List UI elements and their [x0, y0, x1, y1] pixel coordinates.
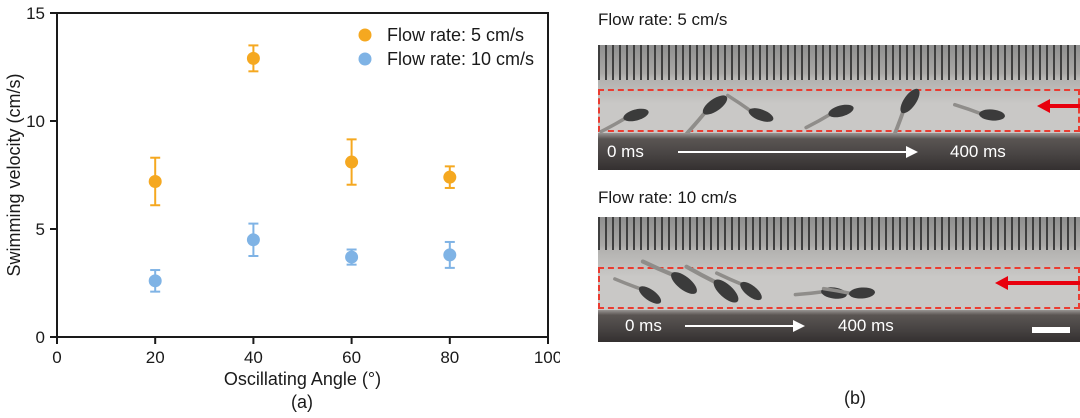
svg-text:Flow rate: 5 cm/s: Flow rate: 5 cm/s [387, 25, 524, 45]
flow-direction-arrow-icon [1037, 99, 1080, 113]
svg-text:Oscillating Angle (°): Oscillating Angle (°) [224, 369, 381, 389]
panel-b-caption: (b) [844, 388, 866, 408]
svg-text:10: 10 [26, 112, 45, 131]
strip-title-flow-10: Flow rate: 10 cm/s [598, 188, 737, 207]
svg-text:Swimming velocity (cm/s): Swimming velocity (cm/s) [4, 73, 24, 276]
time-end-label: 400 ms [950, 141, 1006, 161]
svg-text:40: 40 [244, 348, 263, 367]
panel-a-caption: (a) [291, 392, 313, 412]
svg-text:15: 15 [26, 4, 45, 23]
swimmer-snapshots [599, 88, 1005, 142]
svg-text:0: 0 [52, 348, 61, 367]
channel-ruler-comb [598, 45, 1080, 80]
time-end-label: 400 ms [838, 316, 894, 335]
time-bar: 0 ms 400 ms [598, 133, 1080, 170]
svg-text:Flow rate: 10 cm/s: Flow rate: 10 cm/s [387, 49, 534, 69]
time-bar: 0 ms 400 ms [598, 310, 1080, 342]
svg-text:80: 80 [440, 348, 459, 367]
time-start-label: 0 ms [607, 141, 644, 161]
channel-ruler-comb [598, 217, 1080, 252]
flow-direction-arrow-icon [995, 276, 1080, 290]
micrograph-strip-flow-10: 0 ms 400 ms [598, 217, 1080, 342]
panel-a-chart: 0 20 40 60 80 100 0 5 10 15 Oscillating Angle (°) S… [4, 4, 560, 412]
svg-text:60: 60 [342, 348, 361, 367]
strip-title-flow-5: Flow rate: 5 cm/s [598, 10, 728, 29]
svg-text:20: 20 [146, 348, 165, 367]
svg-text:0: 0 [36, 328, 45, 347]
time-arrow-icon [678, 145, 918, 158]
swimmer-snapshots [613, 259, 875, 304]
time-arrow-icon [685, 320, 805, 332]
svg-text:5: 5 [36, 220, 45, 239]
panel-b-micrographs: Flow rate: 5 cm/s 0 ms 400 ms Flow rate:… [560, 0, 1080, 418]
tracking-region-outline [598, 89, 1080, 132]
scale-bar [1032, 327, 1070, 333]
svg-text:100: 100 [534, 348, 560, 367]
micrograph-strip-flow-5: 0 ms 400 ms [598, 45, 1080, 170]
time-start-label: 0 ms [625, 316, 662, 335]
tracking-region-outline [598, 267, 1080, 309]
swimming-velocity-chart: 0 20 40 60 80 100 0 5 10 15 Oscillating Angle (°) S… [4, 4, 560, 389]
